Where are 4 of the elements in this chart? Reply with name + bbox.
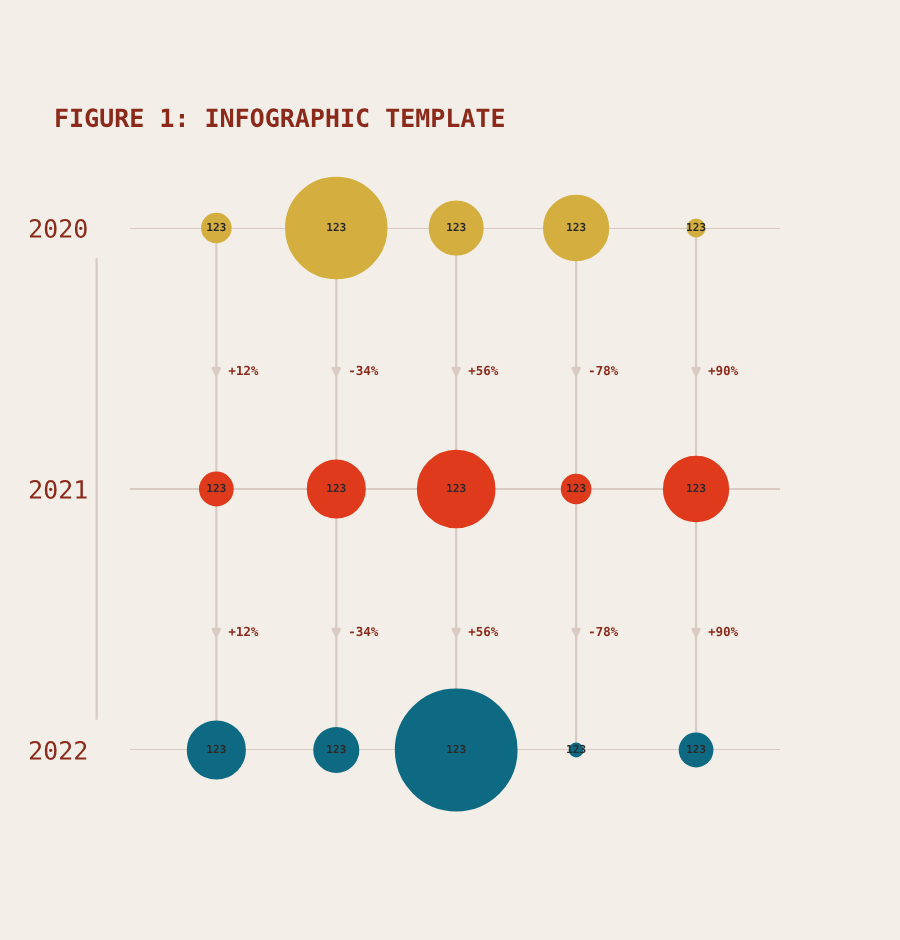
- y-tick-label: 2022: [29, 741, 87, 760]
- y-tick-label: 2021: [29, 480, 87, 499]
- y-tick-label: 2020: [29, 219, 87, 238]
- chart-title: FIGURE 1: INFOGRAPHIC TEMPLATE: [56, 108, 504, 128]
